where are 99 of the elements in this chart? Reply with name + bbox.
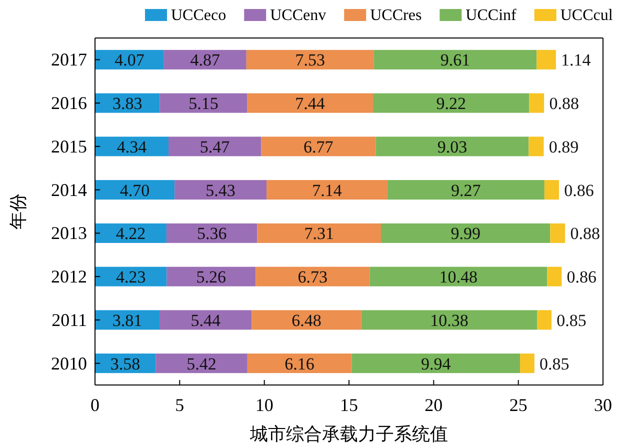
data-label: 7.14	[312, 180, 342, 200]
data-label: 0.88	[570, 224, 600, 244]
bar	[528, 136, 544, 156]
bar	[247, 93, 374, 113]
data-label: 10.38	[430, 310, 468, 330]
y-tick-label: 2017	[51, 50, 87, 70]
data-label: 5.47	[200, 137, 230, 156]
x-tick-label: 0	[90, 395, 100, 415]
bar	[256, 266, 370, 286]
y-axis-title: 年份	[8, 194, 28, 230]
y-tick-label: 2010	[51, 353, 87, 374]
bar	[174, 180, 267, 200]
data-label: 6.77	[304, 137, 334, 156]
data-label: 5.44	[190, 310, 221, 330]
bar	[95, 180, 175, 200]
data-label: 5.43	[206, 180, 236, 200]
bar	[247, 354, 352, 374]
data-label: 1.14	[561, 50, 592, 70]
data-label: 6.48	[292, 310, 322, 330]
bar	[164, 50, 246, 70]
data-label: 6.16	[284, 354, 314, 374]
bar	[520, 354, 534, 374]
y-tick-label: 2015	[51, 136, 87, 156]
bar	[166, 223, 258, 243]
data-label: 0.89	[548, 137, 579, 156]
data-label: 5.15	[188, 94, 218, 114]
data-label: 0.85	[556, 310, 586, 330]
data-label: 3.81	[112, 310, 142, 330]
data-label: 5.36	[196, 224, 227, 244]
y-tick-label: 2012	[51, 266, 87, 287]
bar	[95, 50, 164, 70]
legend-label: UCCres	[370, 7, 422, 24]
bar	[361, 310, 538, 330]
data-label: 7.53	[295, 50, 326, 70]
bar	[160, 93, 248, 113]
data-label: 0.86	[566, 268, 597, 287]
bar	[352, 354, 520, 374]
x-tick-label: 5	[175, 395, 184, 415]
data-label: 3.83	[112, 94, 142, 114]
bar	[166, 266, 256, 286]
bar	[168, 136, 262, 156]
data-label: 9.99	[450, 224, 480, 244]
bar	[370, 266, 548, 286]
y-tick-label: 2013	[51, 223, 87, 244]
data-label: 10.48	[439, 268, 478, 287]
bar	[544, 180, 559, 200]
data-label: 0.88	[549, 94, 579, 114]
data-label: 4.87	[190, 50, 221, 70]
data-label: 9.22	[436, 94, 466, 114]
data-label: 9.61	[440, 50, 470, 70]
bar	[266, 180, 388, 200]
x-tick-label: 15	[340, 395, 358, 415]
x-tick-label: 20	[424, 395, 443, 415]
bar	[156, 354, 248, 374]
y-tick-label: 2016	[51, 93, 87, 114]
bar	[95, 223, 166, 243]
bar	[537, 310, 552, 330]
bar	[373, 93, 530, 113]
x-axis-title: 城市综合承载力子系统值	[249, 424, 448, 444]
bar	[387, 180, 544, 200]
data-label: 9.03	[437, 137, 468, 156]
bar	[95, 266, 167, 286]
bar	[536, 50, 556, 70]
bar	[261, 136, 376, 156]
bar	[257, 223, 382, 243]
legend-label: UCCenv	[270, 7, 326, 24]
bar	[374, 50, 537, 70]
data-label: 6.73	[298, 268, 328, 287]
data-label: 3.58	[110, 354, 140, 374]
bar	[95, 136, 168, 156]
data-label: 4.07	[114, 50, 145, 70]
legend-label: UCCcul	[560, 7, 614, 24]
bar	[376, 136, 529, 156]
data-label: 7.31	[304, 224, 334, 244]
x-tick-label: 30	[594, 395, 612, 415]
data-label: 4.70	[120, 180, 150, 200]
bar	[529, 93, 544, 113]
data-label: 7.44	[295, 94, 326, 114]
data-label: 4.34	[116, 137, 148, 156]
bar	[246, 50, 374, 70]
y-tick-label: 2014	[51, 180, 87, 200]
data-label: 0.86	[564, 180, 594, 200]
data-label: 4.22	[116, 224, 146, 244]
y-tick-label: 2011	[52, 310, 87, 330]
legend-label: UCCinf	[466, 7, 518, 24]
data-label: 0.85	[540, 354, 570, 374]
data-label: 9.94	[420, 354, 452, 374]
x-tick-label: 10	[255, 395, 274, 415]
data-label: 5.26	[196, 268, 226, 287]
bar	[550, 223, 566, 243]
data-label: 9.27	[451, 180, 482, 200]
data-label: 4.23	[116, 268, 146, 287]
data-label: 5.42	[186, 354, 216, 374]
bar	[160, 310, 252, 330]
x-tick-label: 25	[509, 395, 528, 415]
legend-label: UCCeco	[171, 7, 226, 24]
bar	[252, 310, 362, 330]
bar	[547, 266, 562, 286]
bar	[381, 223, 550, 243]
